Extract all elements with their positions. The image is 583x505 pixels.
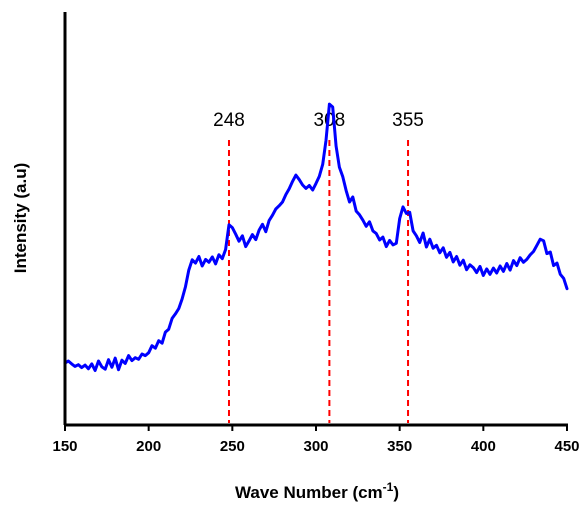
peak-label-248: 248 (213, 110, 245, 131)
x-tick-label-400: 400 (471, 438, 496, 455)
peak-label-355: 355 (392, 110, 424, 131)
x-tick-label-200: 200 (136, 438, 161, 455)
x-axis-title-superscript: -1 (383, 480, 394, 494)
peak-annotations: 248 308 355 (213, 110, 424, 423)
x-tick-label-150: 150 (52, 438, 77, 455)
x-tick-label-250: 250 (220, 438, 245, 455)
x-tick-label-350: 350 (387, 438, 412, 455)
peak-label-308: 308 (314, 110, 346, 131)
x-tick-label-300: 300 (303, 438, 328, 455)
x-axis-title: Wave Number (cm-1) (235, 480, 399, 502)
x-axis-ticks: 150 200 250 300 350 400 450 (52, 425, 580, 455)
x-tick-label-450: 450 (554, 438, 579, 455)
y-axis-title: Intensity (a.u) (11, 163, 30, 274)
spectrum-line (63, 102, 569, 372)
